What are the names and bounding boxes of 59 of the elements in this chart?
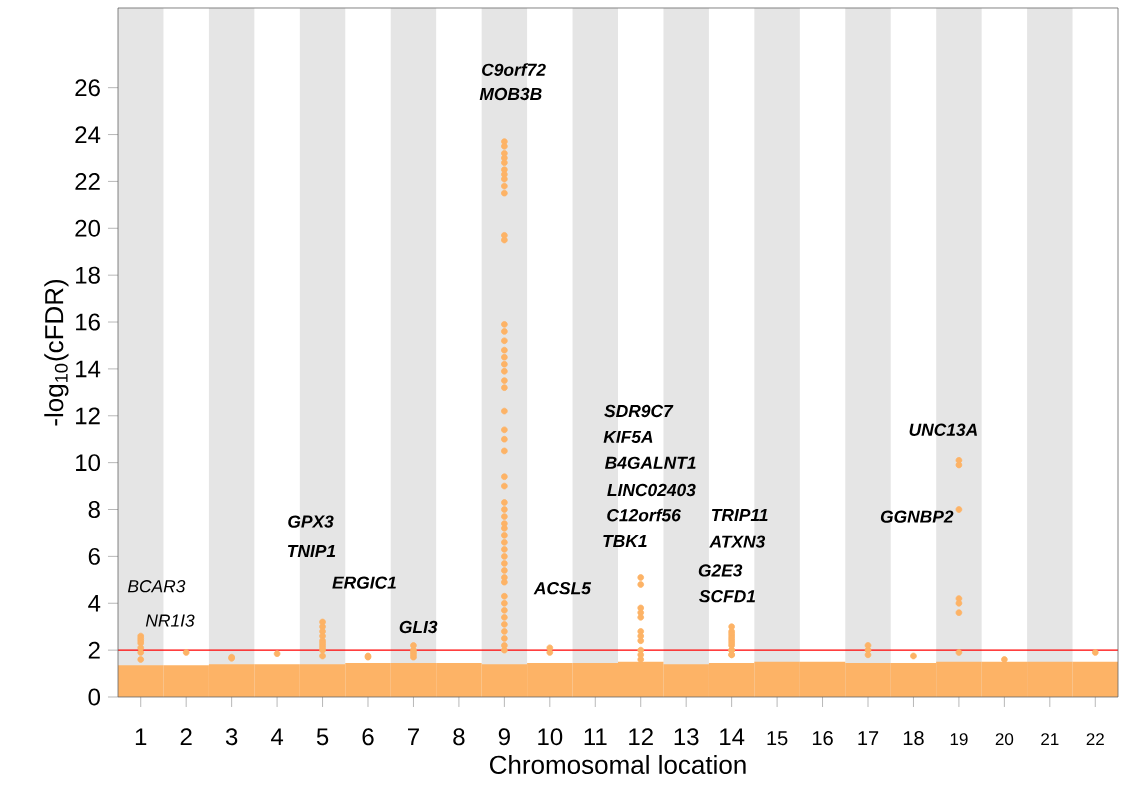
annotation: KIF5A — [603, 430, 653, 444]
x-tick-label: 17 — [858, 731, 879, 745]
y-tick-label: 24 — [75, 126, 101, 143]
annotation: GLI3 — [399, 620, 438, 634]
annotation: C12orf56 — [607, 508, 681, 522]
x-tick-label: 16 — [812, 731, 833, 746]
annotation: B4GALNT1 — [604, 456, 696, 469]
x-tick-label: 14 — [720, 728, 745, 745]
x-tick-label: 20 — [995, 733, 1014, 746]
y-tick-label: 8 — [88, 501, 100, 518]
x-tick-label: 2 — [180, 728, 192, 745]
x-tick-label: 22 — [1086, 733, 1104, 745]
x-axis-title: Chromosomal location — [489, 754, 746, 775]
y-tick-label: 26 — [75, 79, 100, 97]
x-tick-label: 4 — [270, 728, 284, 745]
annotation: ERGIC1 — [332, 576, 396, 589]
y-tick-label: 14 — [76, 360, 101, 378]
annotation: TRIP11 — [711, 509, 768, 522]
x-tick-label: 1 — [135, 728, 147, 745]
y-tick-label: 18 — [76, 266, 100, 284]
x-tick-label: 6 — [362, 728, 374, 746]
y-tick-label: 2 — [88, 641, 100, 659]
y-axis-title: -log$_{10}$(cFDR) — [44, 279, 69, 426]
y-tick-label: 10 — [76, 454, 100, 472]
annotation: TBK1 — [603, 535, 647, 547]
y-tick-label: 12 — [76, 407, 100, 425]
x-tick-label: 19 — [950, 733, 968, 746]
y-tick-label: 22 — [75, 173, 100, 190]
annotation: G2E3 — [698, 564, 743, 577]
annotation: ACSL5 — [533, 582, 592, 595]
annotation: LINC02403 — [607, 483, 696, 497]
x-tick-label: 11 — [584, 728, 607, 745]
annotation: MOB3B — [479, 87, 542, 101]
x-tick-label: 21 — [1041, 733, 1059, 745]
annotation: GGNBP2 — [880, 510, 954, 523]
x-tick-label: 3 — [225, 728, 238, 746]
x-tick-label: 5 — [316, 728, 329, 746]
annotation: SDR9C7 — [604, 404, 674, 418]
x-tick-label: 9 — [498, 728, 510, 746]
x-tick-label: 10 — [538, 728, 563, 746]
annotation: C9orf72 — [482, 63, 546, 76]
x-tick-label: 7 — [408, 728, 419, 745]
y-tick-label: 20 — [75, 219, 100, 237]
x-tick-label: 12 — [629, 728, 653, 745]
x-tick-label: 15 — [767, 731, 788, 746]
annotation: NR1I3 — [145, 614, 195, 627]
y-tick-label: 6 — [88, 547, 100, 565]
x-tick-label: 8 — [453, 728, 465, 746]
y-tick-label: 16 — [76, 313, 100, 331]
annotation: BCAR3 — [127, 580, 186, 593]
annotation: TNIP1 — [287, 545, 336, 557]
annotation: SCFD1 — [699, 590, 755, 603]
x-tick-label: 18 — [903, 731, 924, 746]
y-tick-label: 0 — [88, 688, 101, 706]
y-tick-label: 4 — [88, 595, 101, 612]
annotation: GPX3 — [288, 515, 334, 528]
annotation: UNC13A — [909, 423, 977, 436]
annotation: ATXN3 — [709, 535, 766, 548]
x-tick-label: 13 — [674, 728, 699, 746]
